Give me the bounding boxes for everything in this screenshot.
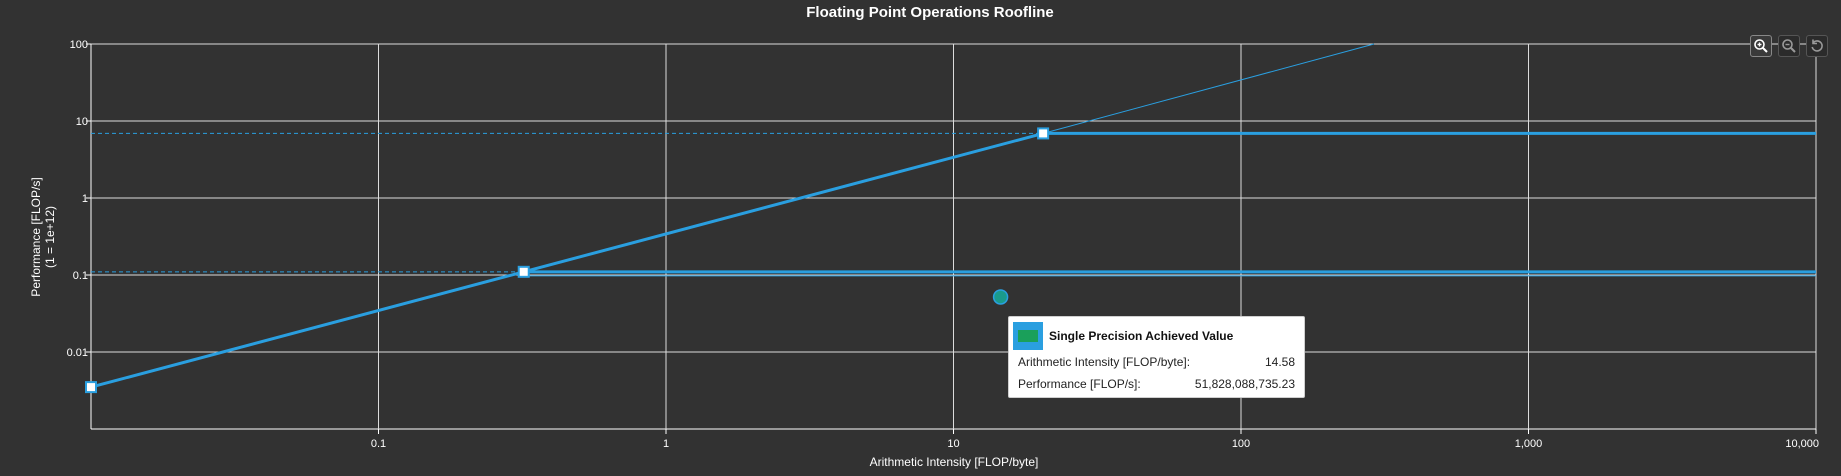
chart-title: Floating Point Operations Roofline — [806, 4, 1054, 21]
y-tick-label: 10 — [76, 116, 88, 128]
reset-button[interactable] — [1806, 35, 1828, 57]
chart-toolbar — [1750, 35, 1828, 57]
y-tick-label: 1 — [82, 193, 88, 205]
tooltip-title: Single Precision Achieved Value — [1049, 329, 1234, 343]
tooltip-row-value: 14.58 — [1264, 355, 1295, 369]
zoom-in-icon — [1754, 39, 1768, 53]
y-tick-label: 100 — [70, 39, 88, 51]
zoom-out-button[interactable] — [1778, 35, 1800, 57]
y-tick-label: 0.1 — [73, 270, 88, 282]
achieved-value-tooltip: Single Precision Achieved Value Arithmet… — [1008, 316, 1305, 398]
roof-knee-marker — [1037, 127, 1050, 140]
x-tick-label: 10 — [947, 438, 959, 450]
tooltip-row-label: Arithmetic Intensity [FLOP/byte]: — [1018, 355, 1191, 369]
x-tick-label: 1,000 — [1515, 438, 1543, 450]
achieved-value-point — [992, 289, 1009, 305]
bandwidth-roof-line — [90, 131, 1044, 389]
y-tick-label: 0.01 — [67, 347, 88, 359]
y-axis-label-group: Performance [FLOP/s] (1 = 1e+12) — [29, 177, 57, 296]
tooltip-row-performance: Performance [FLOP/s]: 51,828,088,735.23 — [1009, 373, 1304, 395]
zoom-out-icon — [1782, 39, 1796, 53]
roof-layer — [85, 43, 1816, 394]
bandwidth-extension-line — [1042, 43, 1375, 134]
x-tick-label: 0.1 — [371, 438, 386, 450]
tooltip-row-label: Performance [FLOP/s]: — [1018, 377, 1141, 391]
x-tick-label: 100 — [1232, 438, 1250, 450]
x-axis-label: Arithmetic Intensity [FLOP/byte] — [870, 455, 1039, 469]
y-axis-label: Performance [FLOP/s] — [29, 177, 43, 296]
reset-icon — [1811, 39, 1823, 52]
zoom-in-button[interactable] — [1750, 35, 1772, 57]
x-tick-label: 10,000 — [1785, 438, 1819, 450]
tick-layer: 0.1 1 10 100 1,000 10,000 0.01 0.1 1 10 100 — [67, 39, 1819, 450]
tooltip-row-value: 51,828,088,735.23 — [1194, 377, 1295, 391]
x-tick-label: 1 — [663, 438, 669, 450]
roof-knee-marker — [517, 265, 530, 278]
tooltip-legend-swatch — [1013, 322, 1043, 350]
y-axis-unit-label: (1 = 1e+12) — [43, 206, 57, 268]
tooltip-header: Single Precision Achieved Value — [1009, 317, 1304, 351]
roof-knee-marker — [85, 381, 97, 394]
grid-layer — [90, 43, 1817, 430]
tooltip-row-intensity: Arithmetic Intensity [FLOP/byte]: 14.58 — [1009, 351, 1304, 373]
